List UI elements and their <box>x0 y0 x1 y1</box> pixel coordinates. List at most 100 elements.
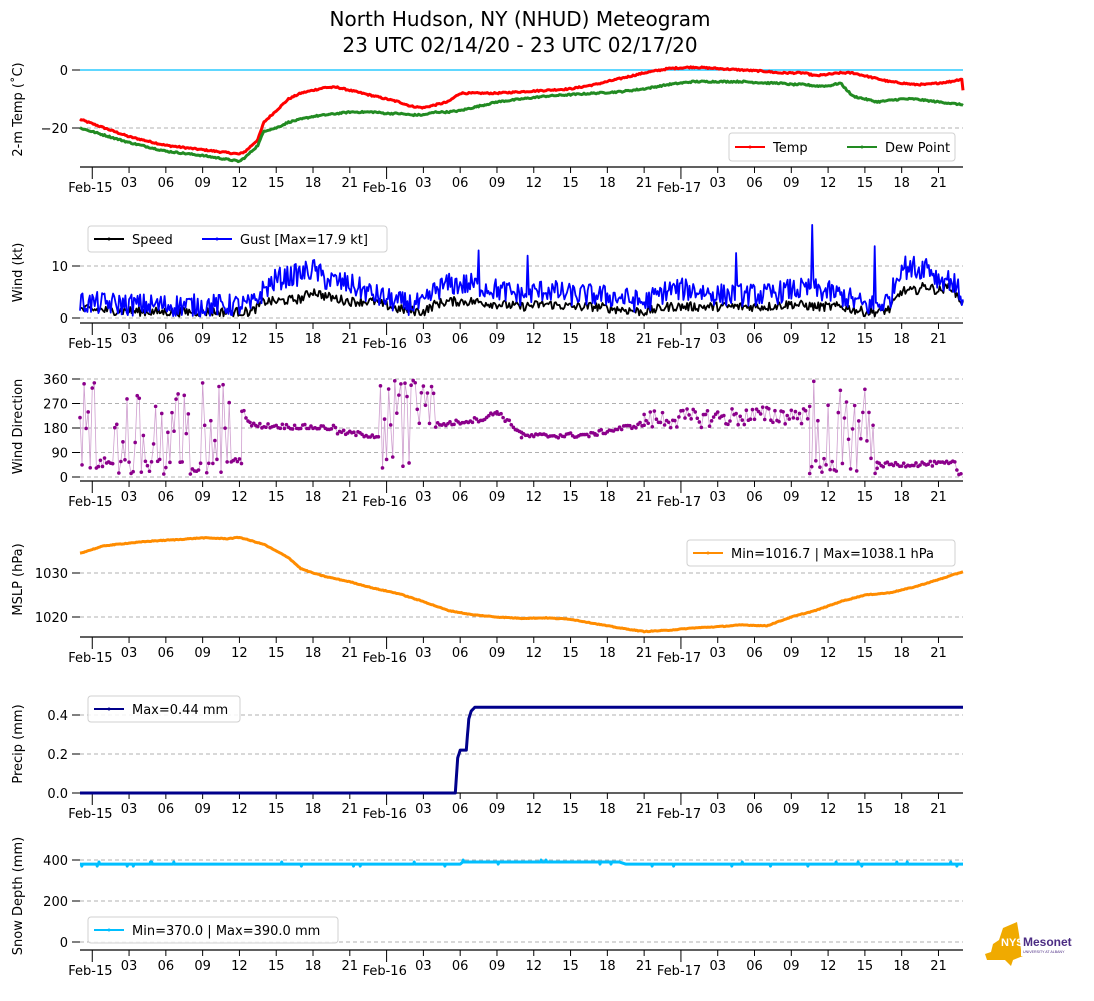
legend-snow: Min=370.0 | Max=390.0 mm <box>87 916 339 944</box>
data-point <box>219 470 223 474</box>
data-point <box>697 420 702 424</box>
data-point <box>474 417 479 421</box>
data-point <box>683 416 687 420</box>
legend-marker <box>107 707 111 711</box>
data-point <box>164 465 168 470</box>
data-point <box>642 423 646 428</box>
y-axis-label: Precip (mm) <box>11 704 26 783</box>
x-tick-label: 06 <box>158 332 175 347</box>
x-tick-label: 15 <box>562 332 579 347</box>
x-tick-label: 21 <box>636 490 653 505</box>
x-tick-label: 03 <box>121 332 138 347</box>
data-point <box>519 435 524 440</box>
data-point <box>822 456 826 461</box>
data-point <box>233 457 238 461</box>
x-tick-label: Feb-16 <box>363 651 407 666</box>
y-tick-label: 0.2 <box>47 748 68 763</box>
panel-precip: 0.0 0.2 0.4 Feb-15 03 06 09 12 15 18 21 Feb-16 03 06 0… <box>11 695 964 822</box>
data-point <box>861 410 865 415</box>
data-point <box>397 393 401 397</box>
x-tick-label: 21 <box>342 332 359 347</box>
data-point <box>215 457 219 462</box>
legend-mslp: Min=1016.7 | Max=1038.1 hPa <box>686 539 956 567</box>
data-point <box>646 421 651 426</box>
data-point <box>926 462 931 467</box>
data-point <box>78 415 82 420</box>
legend-marker <box>860 145 864 149</box>
legend-label: Speed <box>132 233 173 248</box>
series-line-min-370-0-max-390-0-mm <box>79 858 964 868</box>
x-tick-label: 21 <box>342 490 359 505</box>
y-axis-label: Wind Direction <box>11 379 26 475</box>
data-point <box>758 412 763 416</box>
data-point <box>615 427 620 432</box>
panel-snow: 0 200 400 Feb-15 03 06 09 12 15 18 21 Feb-16 03 06 09 1… <box>11 837 964 979</box>
data-point <box>587 434 591 439</box>
data-point <box>290 427 295 431</box>
x-tick-label: 03 <box>415 646 432 661</box>
data-point <box>762 417 767 422</box>
x-tick-label: 09 <box>194 332 211 347</box>
x-tick-label: 15 <box>857 802 874 817</box>
data-point <box>836 410 841 415</box>
data-point <box>407 461 411 465</box>
ny-state-shape-icon <box>985 922 1023 966</box>
data-point <box>292 423 297 428</box>
data-point <box>282 426 287 431</box>
data-point <box>658 420 663 425</box>
x-tick-label: Feb-15 <box>68 964 112 979</box>
x-tick-label: 09 <box>489 959 506 974</box>
x-tick-label: 06 <box>158 802 175 817</box>
x-tick-label: 09 <box>783 959 800 974</box>
x-tick-label: 12 <box>820 646 837 661</box>
data-point <box>415 407 420 412</box>
x-tick-label: 12 <box>820 802 837 817</box>
x-tick-label: 09 <box>489 802 506 817</box>
nys-mesonet-logo: NYS Mesonet UNIVERSITY AT ALBANY <box>985 922 1079 966</box>
x-tick-label: 12 <box>820 959 837 974</box>
data-point <box>258 421 262 426</box>
data-point <box>244 416 248 420</box>
data-point <box>824 463 828 467</box>
data-point <box>914 461 918 465</box>
legend-marker <box>706 551 710 555</box>
x-tick-label: 15 <box>562 646 579 661</box>
x-tick-label: Feb-17 <box>657 651 701 666</box>
data-point <box>433 425 438 429</box>
x-tick-label: 12 <box>231 802 248 817</box>
data-point <box>151 442 156 446</box>
data-point <box>877 461 881 465</box>
data-point <box>370 433 375 437</box>
x-tick-label: 03 <box>709 332 726 347</box>
data-point <box>309 424 313 428</box>
legend-box <box>87 695 241 723</box>
x-tick-label: 15 <box>268 490 285 505</box>
data-point <box>264 425 268 430</box>
data-point <box>930 464 935 468</box>
data-point <box>333 425 338 430</box>
data-point <box>399 382 403 386</box>
x-tick-label: 03 <box>415 176 432 191</box>
data-point <box>859 436 863 441</box>
data-point <box>200 381 205 385</box>
data-point <box>675 425 679 429</box>
data-point <box>266 422 270 426</box>
data-point <box>249 424 254 428</box>
x-tick-label: 06 <box>158 959 175 974</box>
x-tick-label: 06 <box>746 490 763 505</box>
x-tick-label: 18 <box>599 176 616 191</box>
x-tick-label: 12 <box>525 490 542 505</box>
x-tick-label: 15 <box>857 646 874 661</box>
x-tick-label: Feb-15 <box>68 181 112 196</box>
data-point <box>781 409 785 414</box>
data-point <box>184 431 189 436</box>
data-point <box>867 410 871 415</box>
data-point <box>871 423 875 428</box>
data-point <box>711 415 716 419</box>
y-tick-label: 1020 <box>35 611 68 626</box>
data-point <box>691 407 695 412</box>
data-point <box>838 388 843 393</box>
data-point <box>317 426 321 431</box>
data-point <box>174 397 178 401</box>
x-tick-label: 12 <box>525 176 542 191</box>
